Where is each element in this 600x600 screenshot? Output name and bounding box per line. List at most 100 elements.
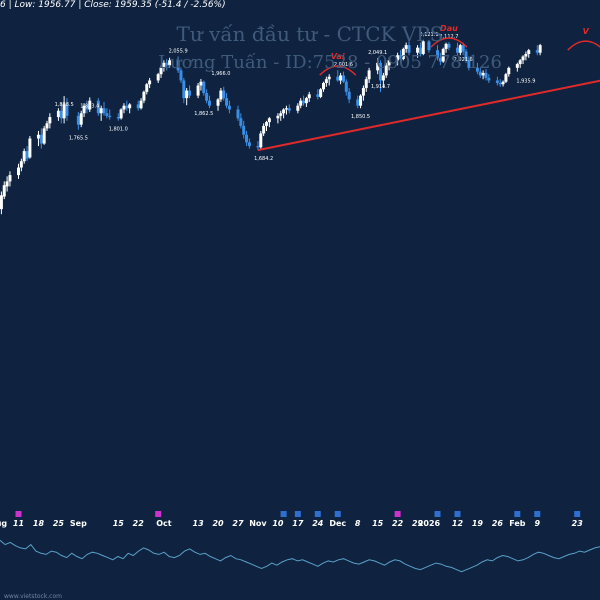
candle-up <box>307 91 311 102</box>
candle-up <box>79 110 83 128</box>
candle-up <box>359 94 363 109</box>
candle-up <box>48 113 52 129</box>
candle-down <box>487 74 491 83</box>
event-marker <box>334 511 341 517</box>
candle-body <box>458 45 462 53</box>
candle-body <box>307 94 311 99</box>
event-marker <box>155 511 162 517</box>
candle-down <box>165 59 169 71</box>
candle-up <box>501 80 505 87</box>
candle-body <box>344 81 348 92</box>
x-axis-tick-label: 22 <box>133 519 145 528</box>
candle-down <box>108 109 112 120</box>
x-axis-tick-label: 24 <box>312 519 324 528</box>
x-axis-tick-label: 25 <box>53 519 65 528</box>
candle-up <box>384 62 388 78</box>
candle-down <box>455 42 459 56</box>
candle-up <box>42 125 46 145</box>
candle-body <box>28 138 32 158</box>
candle-body <box>319 89 323 97</box>
candle-down <box>356 95 360 109</box>
candle-body <box>299 100 303 106</box>
candle-body <box>247 142 251 147</box>
candle-body <box>279 113 283 116</box>
candle-body <box>216 99 220 106</box>
price-label: 1,862.5 <box>194 111 213 117</box>
candle-body <box>239 118 243 126</box>
candle-body <box>444 43 448 49</box>
x-axis-tick-label: 15 <box>372 519 384 528</box>
candle-body <box>56 110 60 118</box>
candle-body <box>256 146 260 148</box>
candle-down <box>484 69 488 81</box>
candle-down <box>188 85 192 99</box>
candle-body <box>504 74 508 82</box>
candle-body <box>507 67 511 75</box>
oscillator-line <box>0 539 600 573</box>
candle-down <box>316 89 320 100</box>
candle-down <box>125 100 129 111</box>
x-axis-tick-label: 9 <box>535 519 541 528</box>
candle-body <box>148 80 152 85</box>
candle-down <box>418 42 422 57</box>
candle-body <box>267 118 271 123</box>
candle-body <box>245 134 249 143</box>
candle-body <box>165 62 169 66</box>
candle-up <box>515 62 519 72</box>
candle-body <box>347 91 351 100</box>
candle-body <box>65 104 69 116</box>
x-axis-tick-label: 17 <box>292 519 304 528</box>
x-axis-tick-label: Nov <box>249 519 267 528</box>
candle-up <box>2 181 6 200</box>
candle-up <box>441 47 445 63</box>
candle-up <box>162 60 166 72</box>
candle-up <box>404 42 408 53</box>
candle-body <box>205 93 209 101</box>
price-label: 1,966.0 <box>211 71 230 77</box>
x-axis-tick-label: 12 <box>452 519 464 528</box>
candle-body <box>467 60 471 68</box>
candle-down <box>25 146 29 162</box>
x-axis-tick-label: Dec <box>329 519 346 528</box>
candle-body <box>96 100 100 114</box>
candle-down <box>102 101 106 116</box>
x-axis-tick-label: 8 <box>355 519 361 528</box>
x-axis-tick-label: 27 <box>232 519 244 528</box>
candle-down <box>447 42 451 51</box>
candle-body <box>296 105 300 111</box>
candle-up <box>538 43 542 56</box>
candle-body <box>102 108 106 114</box>
candle-up <box>196 82 200 99</box>
candle-down <box>336 70 340 82</box>
candle-body <box>128 104 132 109</box>
candle-body <box>76 115 80 125</box>
candle-body <box>116 117 120 119</box>
candle-up <box>361 85 365 101</box>
candle-body <box>199 81 203 86</box>
candle-body <box>105 113 109 116</box>
candle-body <box>455 47 459 53</box>
candle-up <box>296 103 300 114</box>
candle-down <box>287 104 291 114</box>
candle-body <box>5 181 9 187</box>
candle-up <box>304 96 308 107</box>
candle-down <box>427 39 431 53</box>
candle-body <box>501 81 505 85</box>
candle-up <box>376 58 380 75</box>
candle-up <box>159 65 163 78</box>
candle-body <box>0 195 3 210</box>
candle-up <box>324 76 328 87</box>
candle-body <box>322 82 326 90</box>
candle-body <box>19 161 23 168</box>
candle-body <box>62 104 66 119</box>
candle-body <box>259 133 263 148</box>
candle-body <box>521 56 525 61</box>
candle-down <box>225 93 229 109</box>
candle-down <box>96 98 100 116</box>
price-label: 2,055.9 <box>169 48 188 54</box>
candle-up <box>421 39 425 56</box>
candle-body <box>384 65 388 76</box>
candle-body <box>82 105 86 114</box>
event-marker <box>454 511 461 517</box>
